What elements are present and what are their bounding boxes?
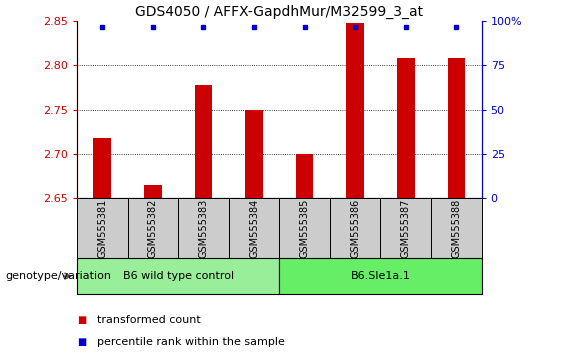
Bar xyxy=(447,58,465,198)
Text: GSM555388: GSM555388 xyxy=(451,199,461,258)
Bar xyxy=(381,198,431,258)
Bar xyxy=(296,154,314,198)
Bar xyxy=(77,258,279,294)
Text: GSM555381: GSM555381 xyxy=(97,199,107,258)
Bar xyxy=(347,23,364,198)
Text: B6 wild type control: B6 wild type control xyxy=(123,271,234,281)
Text: GSM555384: GSM555384 xyxy=(249,199,259,258)
Text: GSM555383: GSM555383 xyxy=(198,199,209,258)
Text: ■: ■ xyxy=(77,315,86,325)
Bar xyxy=(330,198,381,258)
Bar xyxy=(178,198,229,258)
Text: GSM555382: GSM555382 xyxy=(148,199,158,258)
Text: genotype/variation: genotype/variation xyxy=(6,271,112,281)
Bar xyxy=(77,198,128,258)
Bar xyxy=(194,85,212,198)
Text: transformed count: transformed count xyxy=(97,315,201,325)
Bar xyxy=(144,185,162,198)
Bar xyxy=(279,198,330,258)
Text: ■: ■ xyxy=(77,337,86,347)
Text: GSM555387: GSM555387 xyxy=(401,199,411,258)
Bar xyxy=(93,138,111,198)
Text: GSM555386: GSM555386 xyxy=(350,199,360,258)
Bar xyxy=(397,58,414,198)
Bar xyxy=(245,110,263,198)
Text: percentile rank within the sample: percentile rank within the sample xyxy=(97,337,285,347)
Bar xyxy=(431,198,482,258)
Title: GDS4050 / AFFX-GapdhMur/M32599_3_at: GDS4050 / AFFX-GapdhMur/M32599_3_at xyxy=(135,5,424,19)
Bar xyxy=(128,198,178,258)
Text: B6.Sle1a.1: B6.Sle1a.1 xyxy=(351,271,410,281)
Bar xyxy=(229,198,279,258)
Text: GSM555385: GSM555385 xyxy=(300,199,310,258)
Bar xyxy=(279,258,482,294)
